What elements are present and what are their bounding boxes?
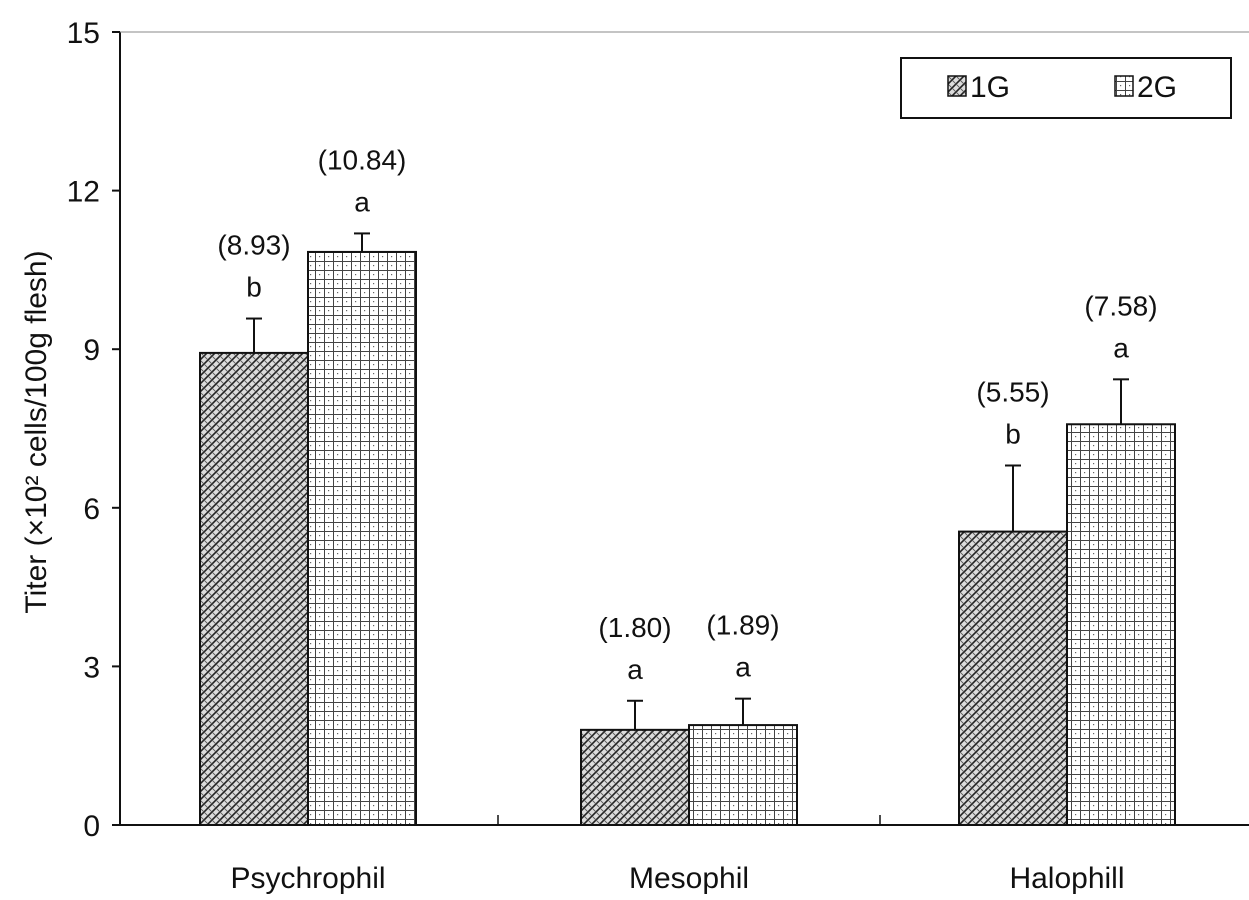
x-tick-label: Psychrophil [230,862,385,895]
legend-swatch-1g [947,75,967,97]
bar-marks [199,250,1176,827]
y-axis-ticks: 0 3 6 9 12 15 [67,17,120,843]
x-axis-ticks: Psychrophil Mesophil Halophill [230,815,1125,895]
bar-1g-halophill [958,530,1068,827]
value-label: (10.84) [318,144,407,175]
value-label: (1.89) [706,610,779,641]
significance-letter: a [735,652,751,683]
value-label: (8.93) [217,230,290,261]
bar-2g-psychrophil [307,250,417,826]
legend: 1G 2G [900,57,1232,119]
y-tick-label: 0 [83,810,100,843]
significance-letter: a [1113,332,1129,363]
legend-label-2g: 2G [1137,71,1177,104]
bar-1g-mesophil [580,728,690,827]
x-tick-label: Mesophil [629,862,749,895]
value-label: (7.58) [1084,290,1157,321]
y-axis-label: Titer (×10² cells/100g flesh) [20,250,53,613]
y-tick-label: 6 [83,493,100,526]
significance-letter: b [1005,419,1021,450]
y-tick-label: 15 [67,17,100,50]
error-bars [246,232,1129,730]
legend-label-1g: 1G [970,71,1010,104]
x-tick-label: Halophill [1009,862,1124,895]
bar-1g-psychrophil [199,351,309,826]
legend-swatch-2g [1114,75,1134,97]
value-label: (5.55) [976,377,1049,408]
bar-2g-halophill [1066,423,1176,826]
value-label: (1.80) [598,612,671,643]
significance-letter: b [246,272,262,303]
y-tick-label: 9 [83,334,100,367]
significance-letter: a [354,186,370,217]
bar-2g-mesophil [688,724,798,826]
y-tick-label: 12 [67,176,100,209]
y-tick-label: 3 [83,651,100,684]
bar-annotations: b (8.93) a (1.80) b (5.55) a (10.84) a (1.89) a (7.… [217,144,1157,684]
significance-letter: a [627,654,643,685]
